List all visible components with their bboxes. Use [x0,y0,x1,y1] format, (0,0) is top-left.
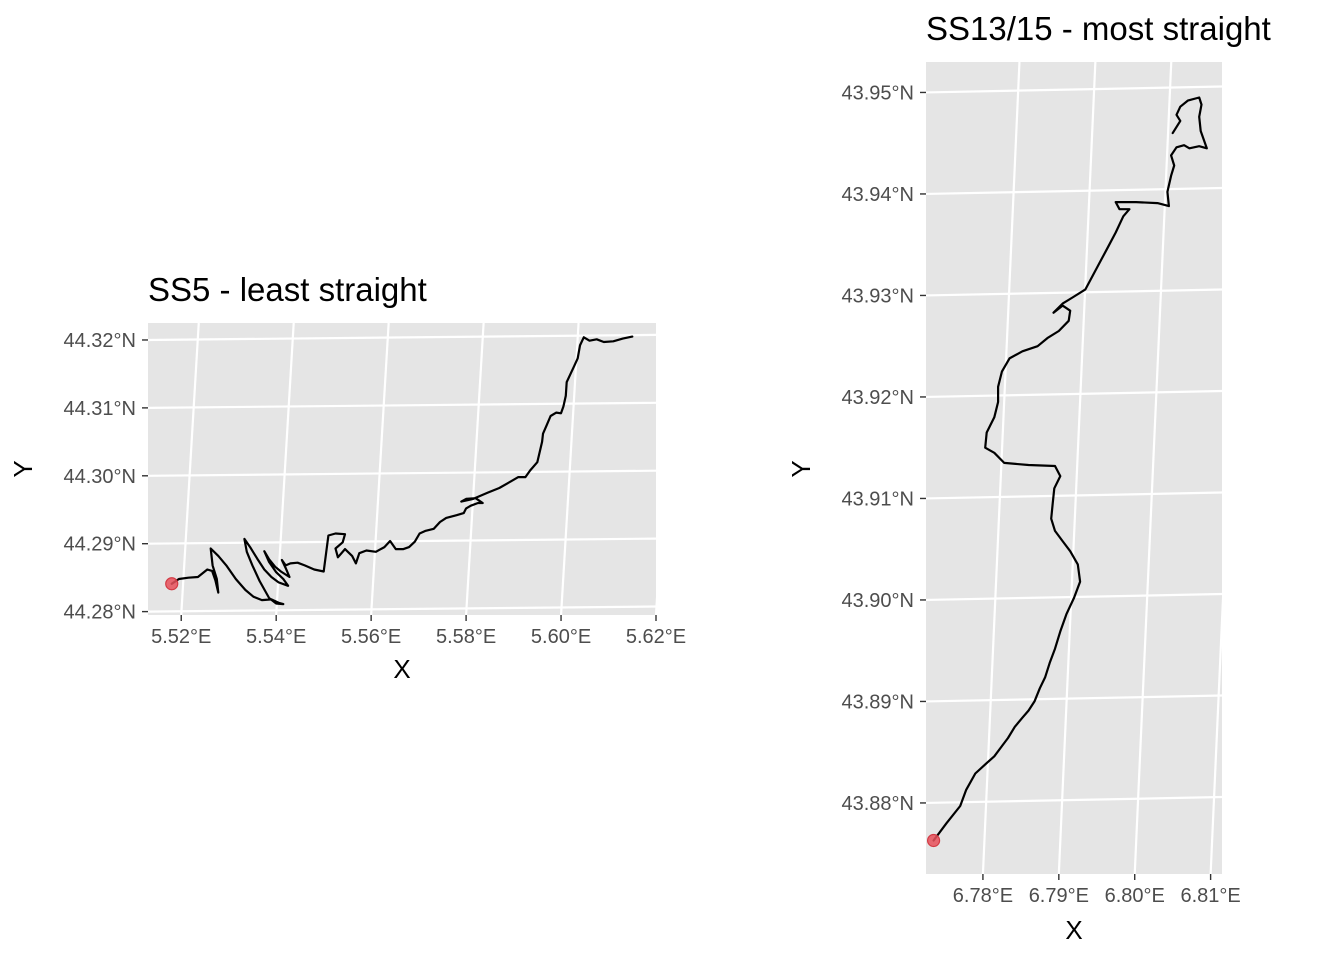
y-tick-label: 44.32°N [64,330,137,352]
gridline-meridian [464,323,485,615]
y-tick-label: 43.92°N [842,387,915,409]
x-tick-label: 5.56°E [341,626,401,648]
start-point-marker [926,833,941,848]
gridline-parallel [926,389,1222,399]
gridline-parallel [926,85,1222,94]
grid-lines [926,62,1222,874]
plot-background [148,323,656,615]
gridline-meridian [981,62,1021,874]
y-tick-label: 44.30°N [64,466,137,488]
y-tick-label: 44.29°N [64,534,137,556]
route-line [170,335,634,606]
gridline-parallel [148,469,656,477]
y-tick-label: 43.95°N [842,82,915,104]
gridline-parallel [148,605,656,613]
gridline-meridian [654,596,656,615]
x-tick-label: 6.78°E [953,885,1013,907]
route-line [932,96,1208,842]
chart-title: SS13/15 - most straight [926,10,1271,47]
gridline-meridian [370,323,390,615]
y-axis-title: Y [786,460,816,477]
y-tick-label: 44.28°N [64,602,137,624]
plot-background [926,62,1222,874]
grid-lines [148,323,656,615]
chart-panel: 6.78°E 6.79°E 6.80°E 6.81°E 43.88°N 43.89°N 43… [786,10,1271,945]
x-tick-label: 6.81°E [1180,885,1240,907]
y-tick-label: 43.89°N [842,691,915,713]
gridline-parallel [148,401,656,409]
x-tick-label: 5.52°E [151,626,211,648]
x-tick-label: 5.58°E [436,626,496,648]
x-axis-title: X [1065,915,1082,945]
x-tick-label: 5.54°E [246,626,306,648]
y-tick-label: 44.31°N [64,398,137,420]
x-axis-title: X [393,654,410,684]
gridline-meridian [1133,62,1173,874]
y-tick-label: 43.93°N [842,285,915,307]
gridline-meridian [559,323,580,615]
x-tick-label: 5.62°E [626,626,686,648]
gridline-parallel [926,186,1222,196]
x-tick-label: 5.60°E [531,626,591,648]
y-tick-label: 43.88°N [842,793,915,815]
gridline-parallel [148,333,656,342]
gridline-meridian [275,323,295,615]
chart-panel: 5.52°E 5.54°E 5.56°E 5.58°E 5.60°E 5.62°E 44.2… [8,271,686,684]
gridline-parallel [926,288,1222,297]
gridline-parallel [926,491,1222,500]
x-tick-label: 6.80°E [1105,885,1165,907]
x-tick-label: 6.79°E [1029,885,1089,907]
gridline-meridian [1057,62,1097,874]
y-axis-title: Y [8,460,38,477]
gridline-meridian [180,323,200,615]
chart-title: SS5 - least straight [148,271,427,308]
y-tick-label: 43.90°N [842,590,915,612]
gridline-parallel [148,537,656,545]
gridline-parallel [926,795,1222,805]
gridline-meridian [1209,596,1222,874]
start-point-marker [165,577,179,591]
y-tick-label: 43.94°N [842,184,915,206]
gridline-parallel [926,694,1222,703]
y-tick-label: 43.91°N [842,488,915,510]
